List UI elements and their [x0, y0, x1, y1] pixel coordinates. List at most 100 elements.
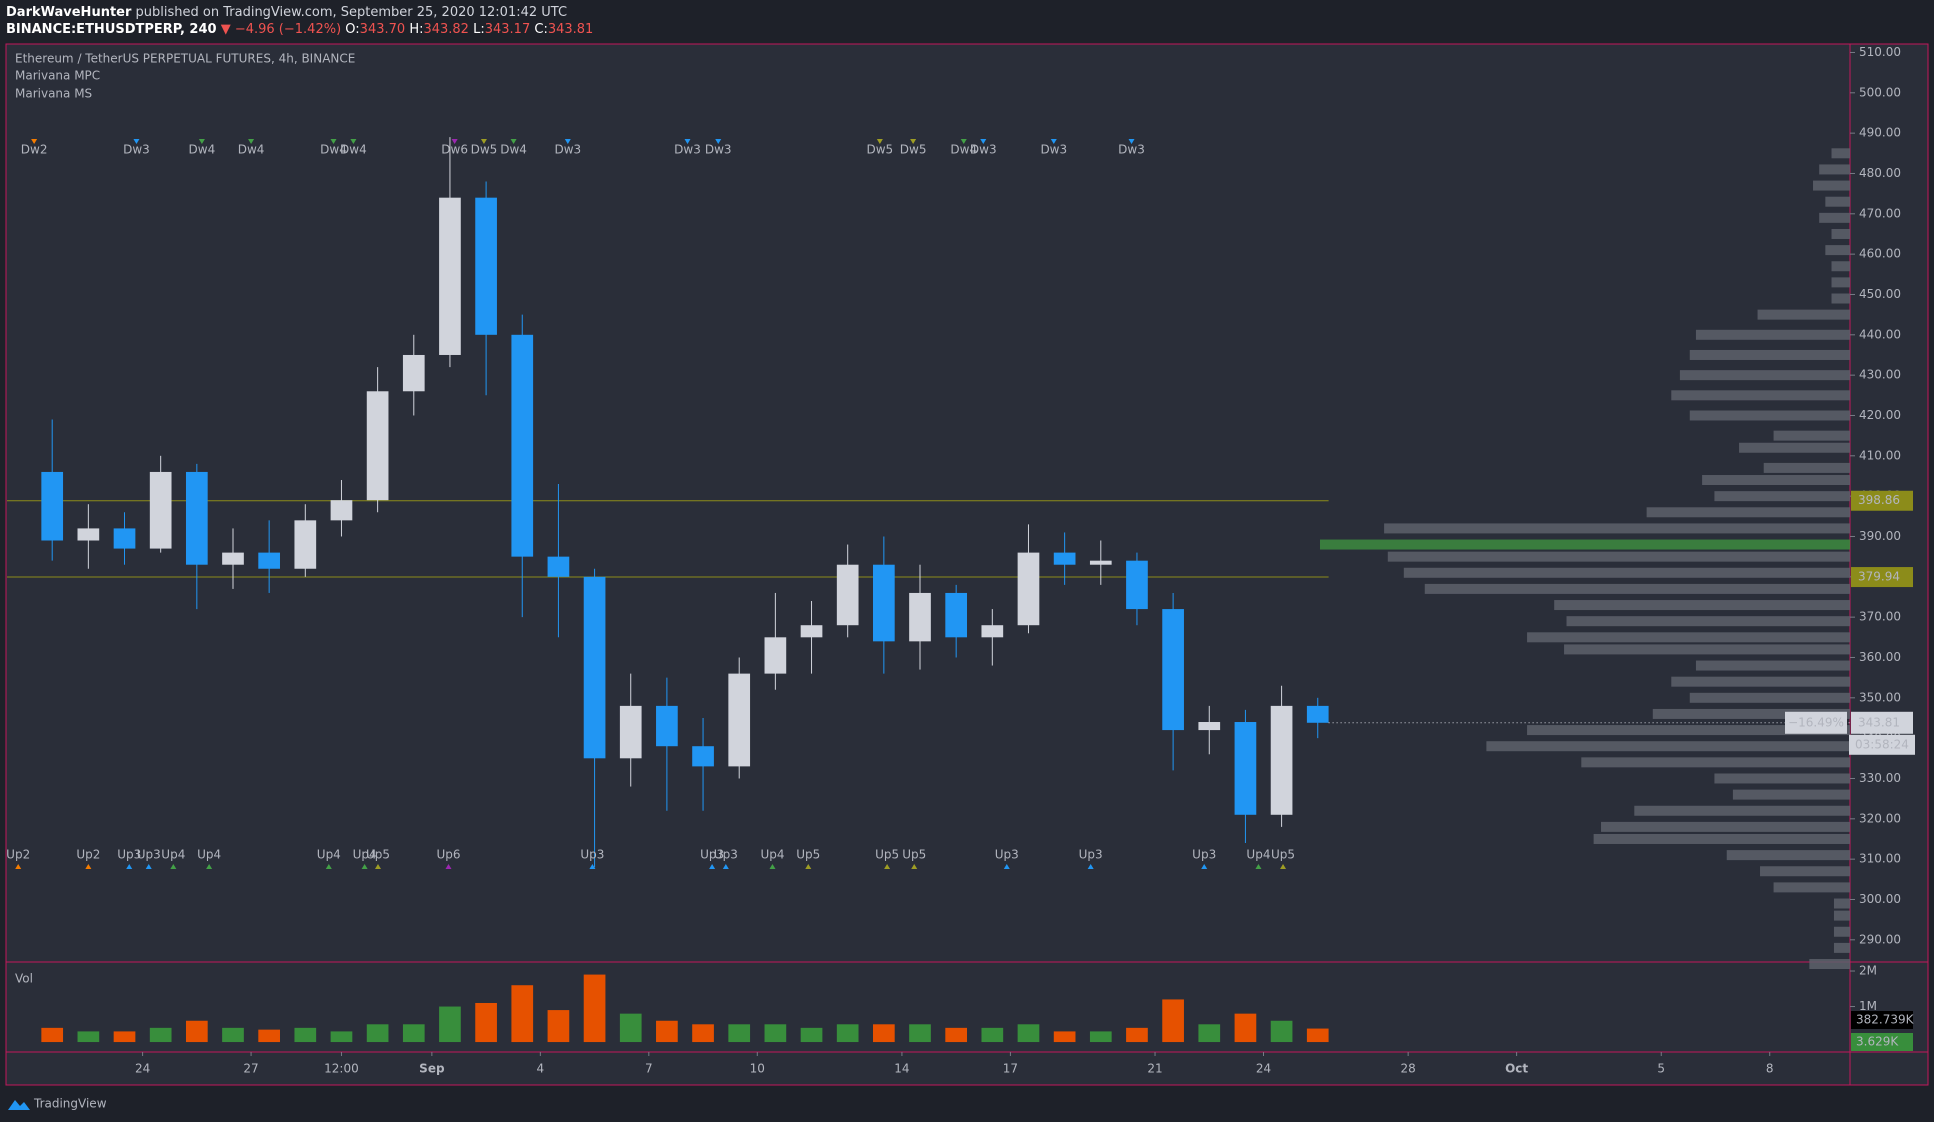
signal-marker — [722, 864, 729, 869]
candle-body — [149, 471, 172, 549]
signal-label: Up3 — [117, 848, 141, 862]
signal-label: Dw3 — [1118, 143, 1145, 157]
volume-profile-bar — [1739, 442, 1850, 453]
y-tick-label: 510.00 — [1859, 45, 1901, 59]
candle-body — [692, 746, 714, 767]
y-tick-label: 490.00 — [1859, 126, 1901, 140]
volume-profile-bar — [1384, 523, 1850, 534]
volume-bar — [77, 1031, 100, 1043]
volume-bar — [511, 985, 534, 1043]
signal-marker — [248, 139, 255, 144]
signal-marker — [1128, 139, 1135, 144]
signal-label: Dw3 — [1040, 143, 1067, 157]
signal-label: Dw3 — [705, 143, 732, 157]
published: published on TradingView.com, September … — [136, 5, 568, 20]
signal-label: Dw5 — [867, 143, 894, 157]
volume-profile-bar — [1773, 882, 1850, 893]
ohlc-label: C: — [534, 22, 547, 37]
x-tick-label: 17 — [1003, 1062, 1018, 1076]
volume-profile-bar — [1486, 741, 1850, 752]
brand: TradingView — [33, 1097, 107, 1111]
volume-bar — [872, 1024, 895, 1043]
signal-label: Up4 — [760, 848, 784, 862]
x-tick-label: Sep — [419, 1062, 445, 1076]
x-tick-label: 5 — [1657, 1062, 1665, 1076]
volume-bar — [330, 1031, 353, 1043]
volume-profile-bar — [1527, 632, 1850, 643]
signal-label: Dw3 — [554, 143, 581, 157]
volume-bar — [113, 1031, 136, 1043]
x-tick-label: 27 — [243, 1062, 258, 1076]
candle-body — [836, 564, 859, 626]
volume-profile-bar — [1763, 462, 1850, 473]
volume-bar — [945, 1027, 968, 1043]
change-label: −16.49% — [1788, 715, 1844, 729]
volume-profile-bar — [1671, 390, 1850, 401]
candle-body — [366, 391, 389, 501]
volume-profile-bar — [1564, 644, 1850, 655]
volume-tick-label: 2M — [1859, 964, 1877, 978]
indicator-name: Marivana MPC — [15, 69, 100, 83]
volume-bar — [547, 1010, 570, 1043]
volume-bar — [1162, 999, 1184, 1043]
candle-body — [619, 705, 642, 759]
level-label: 379.94 — [1858, 570, 1900, 584]
signal-label: Dw3 — [123, 143, 150, 157]
y-tick-label: 290.00 — [1859, 932, 1901, 946]
signal-label: Up5 — [1271, 848, 1295, 862]
candle-body — [222, 552, 244, 565]
signal-marker — [960, 139, 967, 144]
volume-profile-bar — [1831, 148, 1850, 159]
candle-body — [981, 625, 1004, 638]
volume-profile-bar — [1689, 349, 1850, 360]
volume-bar — [1089, 1031, 1112, 1043]
volume-bar — [1126, 1027, 1148, 1043]
candle-body — [764, 637, 787, 674]
ohlc-value: 343.70 — [360, 22, 406, 37]
candle-body — [1089, 560, 1112, 565]
volume-profile-bar — [1757, 309, 1850, 320]
signal-marker — [350, 139, 357, 144]
signal-marker — [684, 139, 691, 144]
signal-marker — [910, 139, 917, 144]
level-label: 398.86 — [1858, 493, 1900, 507]
y-tick-label: 460.00 — [1859, 247, 1901, 261]
candle-body — [185, 471, 208, 565]
candle-body — [1270, 705, 1293, 815]
signal-label: Up2 — [6, 848, 30, 862]
volume-profile-bar — [1825, 245, 1850, 256]
volume-bar — [222, 1027, 244, 1043]
signal-label: Up4 — [161, 848, 185, 862]
y-tick-label: 360.00 — [1859, 650, 1901, 664]
volume-bar — [1234, 1013, 1257, 1043]
signal-label: Up3 — [580, 848, 604, 862]
volume-bar — [1306, 1028, 1329, 1043]
volume-profile-bar — [1695, 329, 1850, 340]
y-tick-label: 330.00 — [1859, 771, 1901, 785]
signal-label: Up4 — [353, 848, 377, 862]
signal-marker — [133, 139, 140, 144]
x-tick-label: 12:00 — [324, 1062, 359, 1076]
y-tick-label: 420.00 — [1859, 408, 1901, 422]
volume-profile-bar — [1833, 898, 1850, 909]
y-tick-label: 440.00 — [1859, 327, 1901, 341]
signal-label: Dw4 — [320, 143, 347, 157]
volume-profile-bar — [1671, 676, 1850, 687]
signal-marker — [374, 864, 381, 869]
volume-tag — [1851, 1011, 1913, 1029]
volume-bar — [1270, 1020, 1293, 1043]
signal-marker — [1003, 864, 1010, 869]
signal-label: Up3 — [137, 848, 161, 862]
volume-profile-bar — [1819, 212, 1850, 223]
signal-label: Dw2 — [21, 143, 48, 157]
candle-body — [294, 520, 317, 569]
ohlc-label: L: — [473, 22, 485, 37]
y-tick-label: 430.00 — [1859, 368, 1901, 382]
signal-label: Dw5 — [471, 143, 498, 157]
volume-profile-bar — [1831, 261, 1850, 272]
volume-profile-bar — [1831, 228, 1850, 239]
signal-marker — [709, 864, 716, 869]
volume-title: Vol — [15, 972, 33, 986]
x-tick-label: 14 — [894, 1062, 909, 1076]
signal-marker — [510, 139, 517, 144]
